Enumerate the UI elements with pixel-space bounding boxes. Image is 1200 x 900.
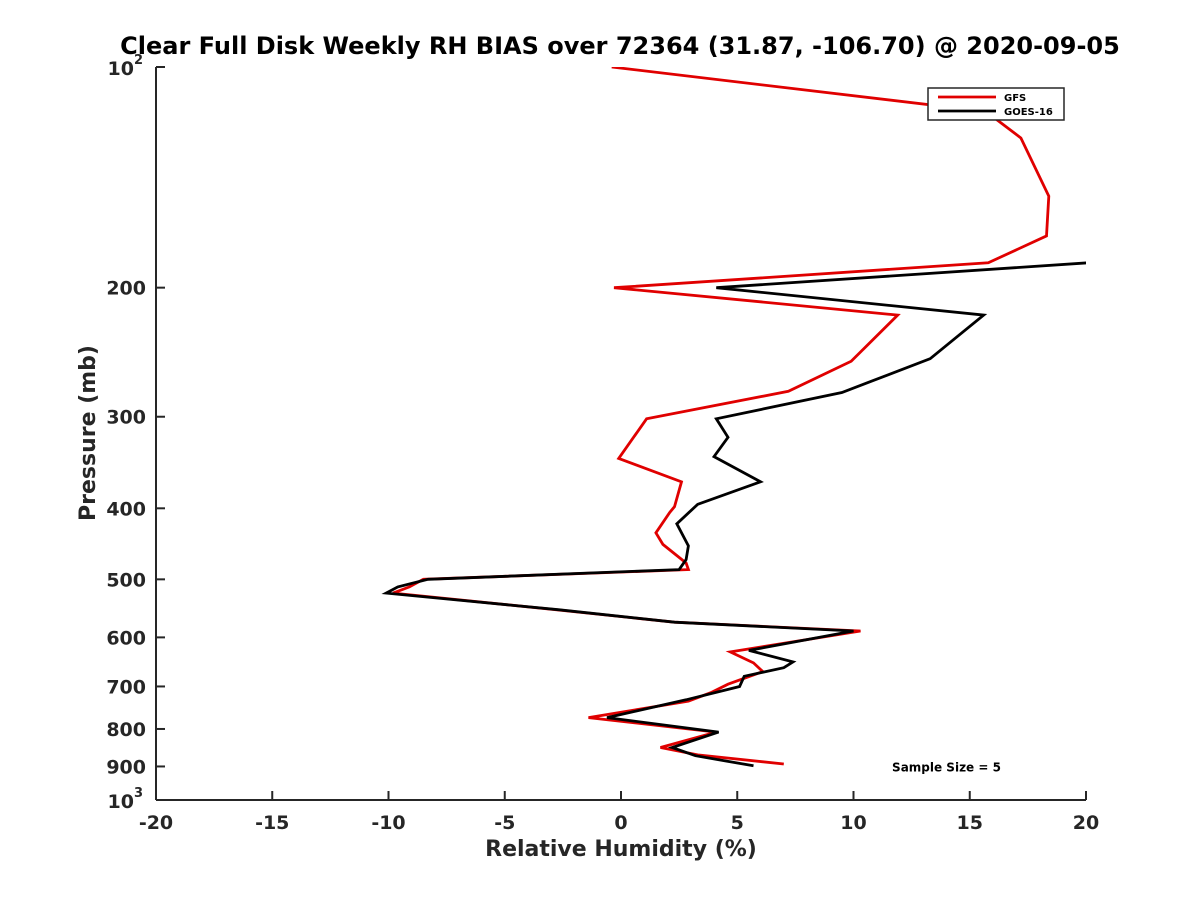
x-tick-label: 15 bbox=[957, 812, 983, 834]
x-tick-label: -20 bbox=[139, 812, 173, 834]
y-axis-label: Pressure (mb) bbox=[76, 345, 101, 521]
y-tick-label: 400 bbox=[106, 498, 146, 520]
chart-title: Clear Full Disk Weekly RH BIAS over 7236… bbox=[120, 32, 1120, 60]
y-tick-exponent: 3 bbox=[134, 786, 143, 801]
x-tick-label: -15 bbox=[255, 812, 289, 834]
x-axis-label: Relative Humidity (%) bbox=[485, 837, 757, 862]
x-tick-label: 20 bbox=[1073, 812, 1099, 834]
x-tick-label: -10 bbox=[371, 812, 405, 834]
x-tick-label: 10 bbox=[840, 812, 866, 834]
legend-box bbox=[927, 87, 1065, 121]
series-line-goes-16 bbox=[381, 261, 1086, 768]
y-tick-label: 300 bbox=[106, 407, 146, 429]
x-tick-label: 5 bbox=[731, 812, 744, 834]
y-tick-exponent: 2 bbox=[134, 53, 143, 68]
y-tick-label: 10 bbox=[108, 791, 134, 813]
y-tick-label: 700 bbox=[106, 676, 146, 698]
y-tick-label: 900 bbox=[106, 756, 146, 778]
y-tick-label: 500 bbox=[106, 569, 146, 591]
sample-size-annotation: Sample Size = 5 bbox=[892, 760, 1001, 774]
series-line-gfs bbox=[392, 67, 1051, 766]
legend-label: GOES-16 bbox=[1004, 107, 1053, 118]
y-tick-label: 10 bbox=[108, 58, 134, 80]
y-tick-label: 600 bbox=[106, 627, 146, 649]
y-tick-label: 200 bbox=[106, 278, 146, 300]
legend-label: GFS bbox=[1004, 93, 1026, 104]
y-tick-label: 800 bbox=[106, 719, 146, 741]
x-tick-label: -5 bbox=[494, 812, 515, 834]
x-tick-label: 0 bbox=[614, 812, 627, 834]
